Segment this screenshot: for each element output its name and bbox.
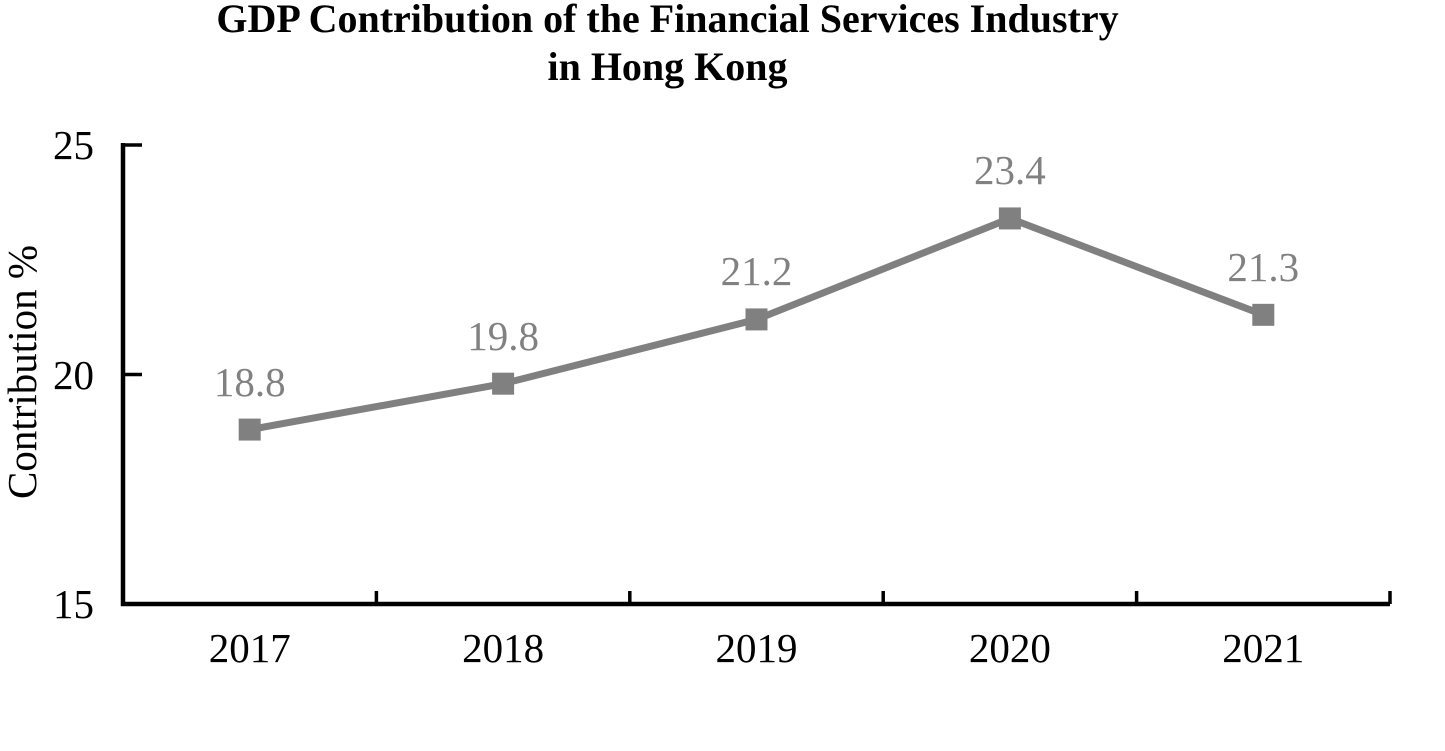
y-axis-tick-label: 20 bbox=[53, 351, 94, 398]
chart-title-line-2: in Hong Kong bbox=[547, 44, 788, 89]
data-point-marker bbox=[1252, 303, 1275, 326]
data-label: 18.8 bbox=[213, 358, 286, 405]
data-point-marker bbox=[238, 418, 261, 441]
x-axis-tick-label: 2018 bbox=[462, 625, 545, 671]
data-point-marker bbox=[745, 308, 768, 331]
data-point-marker bbox=[492, 372, 515, 395]
y-axis-tick-label: 25 bbox=[53, 122, 94, 168]
y-axis-tick-label: 15 bbox=[53, 581, 94, 627]
data-point-marker bbox=[998, 207, 1021, 230]
x-axis-tick-label: 2019 bbox=[715, 625, 798, 671]
chart-title-line-1: GDP Contribution of the Financial Servic… bbox=[216, 0, 1119, 41]
x-axis-tick-label: 2021 bbox=[1222, 625, 1305, 671]
data-label: 21.3 bbox=[1227, 243, 1300, 290]
x-axis-tick-label: 2017 bbox=[208, 625, 291, 671]
data-label: 21.2 bbox=[720, 248, 793, 295]
data-label: 23.4 bbox=[974, 147, 1046, 194]
data-label: 19.8 bbox=[467, 312, 539, 359]
chart-title: GDP Contribution of the Financial Servic… bbox=[0, 0, 1335, 91]
x-axis-tick-label: 2020 bbox=[968, 625, 1051, 671]
